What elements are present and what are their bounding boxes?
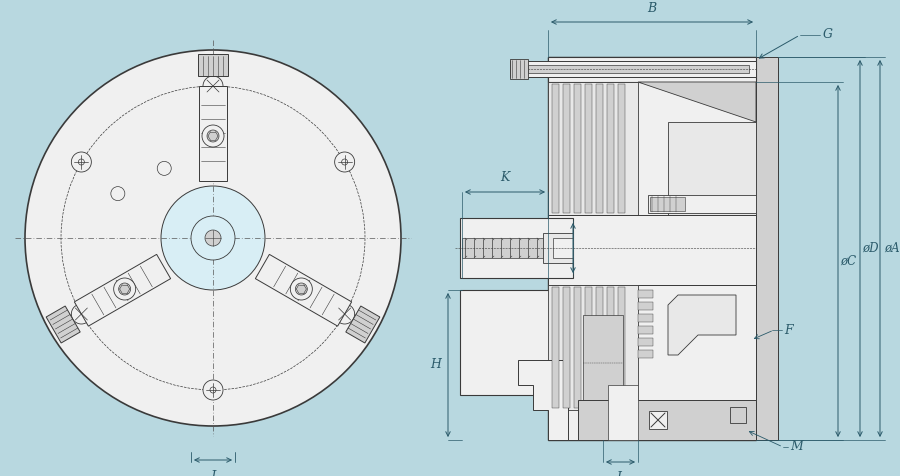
- Bar: [585, 287, 592, 408]
- Polygon shape: [346, 306, 380, 343]
- Bar: [585, 84, 592, 213]
- Circle shape: [203, 76, 223, 96]
- Bar: [548, 285, 756, 440]
- Bar: [552, 287, 559, 408]
- Circle shape: [335, 304, 355, 324]
- Circle shape: [25, 50, 401, 426]
- Bar: [618, 84, 625, 213]
- Circle shape: [291, 278, 312, 300]
- Bar: [648, 195, 756, 213]
- Bar: [638, 326, 653, 334]
- Text: K: K: [500, 171, 509, 184]
- Bar: [638, 290, 653, 298]
- Circle shape: [111, 187, 125, 200]
- Bar: [574, 84, 581, 213]
- Bar: [650, 197, 685, 211]
- Text: øE: øE: [552, 243, 567, 253]
- Circle shape: [71, 152, 92, 172]
- Circle shape: [158, 161, 171, 175]
- Text: F: F: [784, 324, 793, 337]
- Bar: [608, 385, 638, 440]
- Polygon shape: [198, 54, 228, 76]
- Circle shape: [205, 230, 221, 246]
- Circle shape: [203, 380, 223, 400]
- Circle shape: [113, 278, 136, 300]
- Bar: [552, 84, 559, 213]
- Bar: [756, 57, 778, 440]
- Bar: [649, 411, 667, 429]
- Bar: [638, 302, 653, 310]
- Circle shape: [335, 152, 355, 172]
- Bar: [543, 233, 573, 263]
- Polygon shape: [256, 254, 352, 326]
- Text: øD: øD: [862, 242, 878, 255]
- Bar: [553, 238, 573, 258]
- Bar: [510, 59, 528, 79]
- Text: L: L: [616, 471, 625, 476]
- Text: G: G: [823, 29, 833, 41]
- Polygon shape: [668, 295, 736, 355]
- Bar: [548, 57, 756, 440]
- Bar: [548, 285, 638, 410]
- Text: B: B: [647, 2, 657, 15]
- Text: J: J: [211, 470, 215, 476]
- Bar: [596, 84, 603, 213]
- Text: M: M: [790, 440, 803, 454]
- Bar: [730, 407, 746, 423]
- Circle shape: [207, 130, 219, 142]
- Bar: [462, 238, 568, 258]
- Bar: [638, 350, 653, 358]
- Polygon shape: [46, 306, 80, 343]
- Bar: [510, 61, 756, 77]
- Bar: [638, 314, 653, 322]
- Text: øC: øC: [840, 255, 856, 268]
- Text: øA: øA: [884, 242, 900, 255]
- Bar: [607, 287, 614, 408]
- Circle shape: [119, 283, 130, 295]
- Polygon shape: [75, 254, 171, 326]
- Bar: [578, 400, 756, 440]
- Bar: [460, 218, 573, 278]
- Bar: [548, 82, 638, 215]
- Circle shape: [161, 186, 265, 290]
- Bar: [618, 287, 625, 408]
- Circle shape: [191, 216, 235, 260]
- Bar: [563, 84, 570, 213]
- Circle shape: [71, 304, 92, 324]
- Text: H: H: [430, 358, 441, 371]
- Bar: [563, 287, 570, 408]
- Circle shape: [295, 283, 307, 295]
- Bar: [528, 65, 749, 73]
- Bar: [668, 122, 756, 215]
- Bar: [607, 84, 614, 213]
- Polygon shape: [638, 82, 756, 122]
- Circle shape: [202, 125, 224, 147]
- Bar: [596, 287, 603, 408]
- Bar: [583, 315, 623, 410]
- Bar: [548, 215, 756, 285]
- Bar: [548, 57, 756, 82]
- Bar: [574, 287, 581, 408]
- Bar: [638, 338, 653, 346]
- Polygon shape: [518, 360, 568, 440]
- Polygon shape: [199, 86, 227, 181]
- Bar: [460, 290, 573, 395]
